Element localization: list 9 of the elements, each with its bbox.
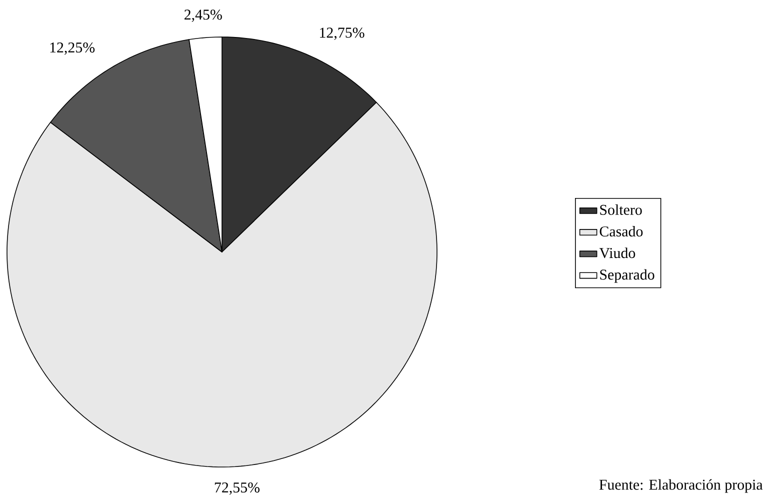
data-label: 12,75%: [320, 28, 364, 40]
data-label: 12,25%: [50, 42, 95, 55]
data-label: 2,45%: [184, 10, 222, 22]
data-label: 72,55%: [214, 482, 260, 495]
legend-label: Casado: [600, 226, 643, 236]
source-note: Fuente: Elaboración propia: [599, 479, 763, 493]
legend-label: Viudo: [599, 248, 636, 258]
legend-label: Separado: [600, 269, 654, 283]
legend-label: Soltero: [600, 204, 642, 215]
